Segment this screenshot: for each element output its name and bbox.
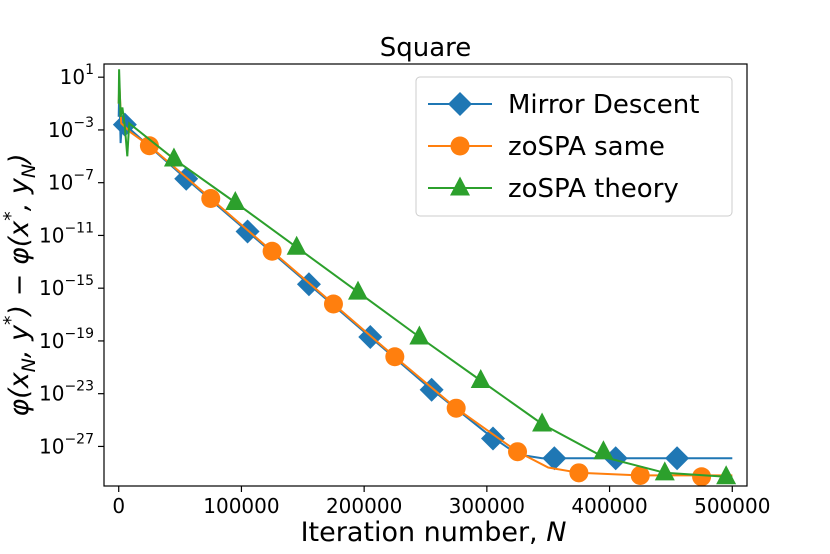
x-axis-title: Iteration number, N	[301, 517, 567, 548]
data-point-triangle	[348, 280, 369, 300]
y-tick-label: 101	[60, 62, 94, 89]
data-point-triangle	[716, 465, 737, 485]
y-tick-label: 10−11	[39, 220, 94, 247]
y-axis-title: φ(xN, y*) − φ(x*, yN)	[0, 153, 40, 416]
x-tick-label: 200000	[326, 494, 402, 518]
y-tick-label: 10−3	[48, 115, 94, 142]
x-tick-label: 400000	[571, 494, 647, 518]
data-point-circle	[692, 467, 712, 486]
data-point-circle	[323, 294, 343, 314]
data-point-diamond	[480, 426, 505, 451]
x-tick-label: 500000	[694, 494, 770, 518]
data-point-triangle	[654, 461, 675, 481]
legend-box	[415, 76, 733, 217]
legend-marker-circle	[450, 136, 470, 156]
data-point-triangle	[409, 325, 430, 345]
plot-frame	[103, 63, 748, 487]
series-zospa-theory	[117, 69, 737, 485]
data-point-circle	[508, 442, 528, 462]
plot-area	[112, 69, 737, 486]
axes: 0 100000 200000 300000 400000 500000 101 10−3 10…	[39, 62, 770, 518]
legend-label: Mirror Descent	[508, 90, 699, 120]
data-point-triangle	[225, 190, 246, 210]
y-tick-label: 10−19	[39, 326, 94, 353]
y-tick-label: 10−27	[39, 431, 94, 458]
legend-marker-triangle	[450, 176, 470, 196]
data-point-diamond	[542, 446, 567, 471]
series-zospa-same	[117, 83, 733, 486]
data-point-diamond	[665, 446, 690, 471]
data-point-circle	[446, 398, 466, 418]
series-line	[117, 69, 733, 478]
legend-label: zoSPA theory	[508, 174, 679, 204]
legend-marker-diamond	[448, 92, 472, 116]
data-point-triangle	[286, 235, 307, 255]
data-point-circle	[385, 347, 405, 367]
data-point-triangle	[163, 147, 184, 167]
data-point-triangle	[470, 369, 491, 388]
legend-label: zoSPA same	[508, 132, 665, 162]
legend-item: zoSPA theory	[428, 174, 679, 204]
x-tick-label: 0	[112, 494, 125, 518]
data-point-circle	[569, 463, 589, 483]
legend: Mirror Descent zoSPA same zoSPA theory	[415, 76, 733, 217]
x-tick-label: 300000	[449, 494, 525, 518]
data-point-circle	[139, 136, 159, 156]
y-tick-label: 10−7	[48, 168, 94, 195]
data-point-circle	[262, 241, 282, 261]
legend-item: zoSPA same	[428, 132, 665, 162]
y-tick-label: 10−15	[39, 273, 94, 300]
legend-item: Mirror Descent	[428, 90, 699, 120]
y-tick-label: 10−23	[39, 379, 94, 406]
x-tick-label: 100000	[203, 494, 279, 518]
data-point-triangle	[532, 412, 553, 432]
data-point-circle	[201, 189, 221, 209]
data-point-triangle	[593, 440, 614, 460]
data-point-circle	[630, 465, 650, 485]
chart-title: Square	[380, 33, 472, 63]
